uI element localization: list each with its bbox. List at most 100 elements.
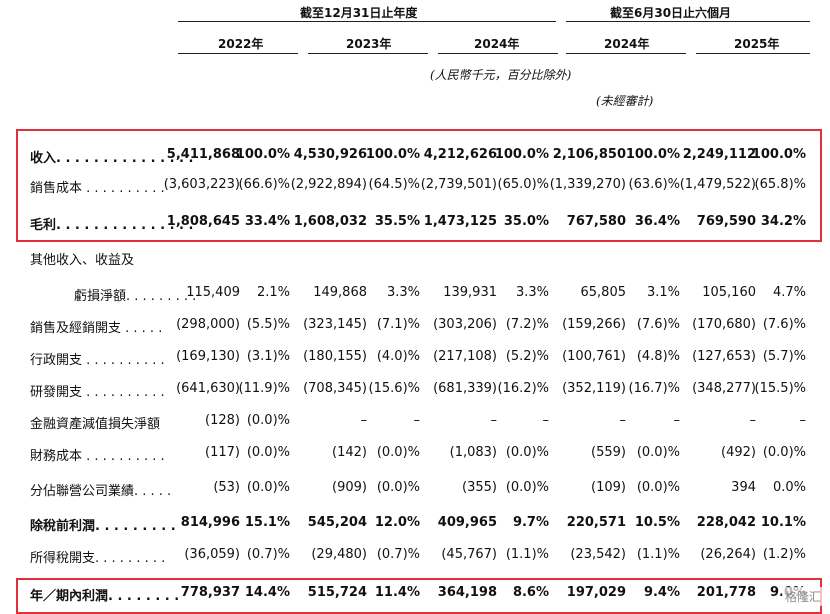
header-rule-half [566,21,810,22]
percent-cell: (0.0)% [376,445,420,460]
row-label: 年／期內利潤. . . . . . . . [30,589,180,604]
percent-cell: (7.6)% [636,317,680,332]
amount-cell: (298,000) [176,317,240,332]
table-row: 除稅前利潤. . . . . . . . . 814,996 15.1% 545,20… [0,512,830,536]
percent-cell: – [542,413,550,428]
percent-cell: (1.1)% [505,547,549,562]
percent-cell: (7.1)% [376,317,420,332]
percent-cell: (15.6)% [368,381,420,396]
amount-cell: 115,409 [186,285,240,300]
percent-cell: (3.1)% [246,349,290,364]
percent-cell: (0.7)% [376,547,420,562]
amount-cell: 228,042 [696,515,756,530]
percent-cell: 35.0% [503,214,549,229]
percent-cell: (16.7)% [628,381,680,396]
amount-cell: 139,931 [443,285,497,300]
amount-cell: (29,480) [311,547,367,562]
amount-cell: (1,083) [449,445,497,460]
row-label: 金融資產減值損失淨額 [30,417,161,432]
table-row: 毛利. . . . . . . . . . . . . . . 1,808,645… [0,211,830,235]
percent-cell: 10.1% [760,515,806,530]
percent-cell: (1.2)% [762,547,806,562]
unit-note: (人民幣千元，百分比除外) [430,68,572,82]
amount-cell: 149,868 [313,285,367,300]
header-half-group: 截至6月30日止六個月 [610,6,732,20]
percent-cell: (0.0)% [636,445,680,460]
amount-cell: (109) [591,480,626,495]
row-label: 收入. . . . . . . . . . . . . . . [30,151,194,166]
amount-cell: (23,542) [570,547,626,562]
percent-cell: (5.5)% [246,317,290,332]
amount-cell: 769,590 [696,214,756,229]
amount-cell: 197,029 [566,585,626,600]
percent-cell: (11.9)% [238,381,290,396]
amount-cell: 105,160 [702,285,756,300]
percent-cell: (5.7)% [762,349,806,364]
amount-cell: (170,680) [692,317,756,332]
table-row: 其他收入、收益及 [0,246,830,270]
percent-cell: (4.0)% [376,349,420,364]
row-label: 毛利. . . . . . . . . . . . . . . [30,218,194,233]
amount-cell: (180,155) [303,349,367,364]
amount-cell: 515,724 [307,585,367,600]
percent-cell: (16.2)% [497,381,549,396]
percent-cell: (63.6)% [628,177,680,192]
percent-cell: 10.5% [634,515,680,530]
percent-cell: (64.5)% [368,177,420,192]
row-label: 行政開支 . . . . . . . . . . [30,353,165,368]
percent-cell: (15.5)% [754,381,806,396]
percent-cell: 8.6% [512,585,549,600]
amount-cell: (323,145) [303,317,367,332]
amount-cell: (559) [591,445,626,460]
unaudited-note: (未經審計) [596,94,654,108]
header-rule-year [178,21,556,22]
amount-cell: (3,603,223) [163,177,240,192]
year-col-2024: 2024年 [474,37,520,51]
year-col-2024-half: 2024年 [604,37,650,51]
table-row: 金融資產減值損失淨額 (128) (0.0)% – – – – – – – – [0,410,830,434]
table-row: 虧損淨額. . . . . . . . . 115,409 2.1% 149,868 3… [0,282,830,306]
amount-cell: (2,922,894) [290,177,367,192]
amount-cell: 2,249,112 [682,147,756,162]
year-rule-2024 [438,53,558,54]
percent-cell: 100.0% [494,147,549,162]
percent-cell: (65.0)% [497,177,549,192]
percent-cell: (66.6)% [238,177,290,192]
table-row: 行政開支 . . . . . . . . . . (169,130) (3.1)% (… [0,346,830,370]
amount-cell: (159,266) [562,317,626,332]
row-label: 除稅前利潤. . . . . . . . . [30,519,176,534]
percent-cell: 9.7% [512,515,549,530]
year-rule-2025-half [696,53,810,54]
highlight-box-revenue [16,129,822,242]
percent-cell: (7.6)% [762,317,806,332]
percent-cell: (0.0)% [505,445,549,460]
percent-cell: (0.0)% [505,480,549,495]
amount-cell: 1,473,125 [423,214,497,229]
percent-cell: 34.2% [760,214,806,229]
percent-cell: – [799,413,807,428]
amount-cell: (127,653) [692,349,756,364]
percent-cell: 4.7% [772,285,806,300]
percent-cell: (0.0)% [246,413,290,428]
percent-cell: 33.4% [244,214,290,229]
amount-cell: (100,761) [562,349,626,364]
amount-cell: 1,608,032 [293,214,367,229]
table-row: 財務成本 . . . . . . . . . . (117) (0.0)% (142)… [0,442,830,466]
table-row: 銷售成本 . . . . . . . . . . (3,603,223) (66.6… [0,174,830,198]
amount-cell: – [490,413,498,428]
percent-cell: 100.0% [235,147,290,162]
percent-cell: 11.4% [374,585,420,600]
percent-cell: 100.0% [365,147,420,162]
percent-cell: – [413,413,421,428]
amount-cell: (217,108) [433,349,497,364]
amount-cell: (117) [205,445,240,460]
amount-cell: (36,059) [184,547,240,562]
percent-cell: (4.8)% [636,349,680,364]
percent-cell: 35.5% [374,214,420,229]
percent-cell: 0.0% [772,480,806,495]
row-label: 銷售及經銷開支 . . . . . [30,321,163,336]
amount-cell: 4,530,926 [293,147,367,162]
amount-cell: (45,767) [441,547,497,562]
amount-cell: 4,212,626 [423,147,497,162]
amount-cell: (641,630) [176,381,240,396]
